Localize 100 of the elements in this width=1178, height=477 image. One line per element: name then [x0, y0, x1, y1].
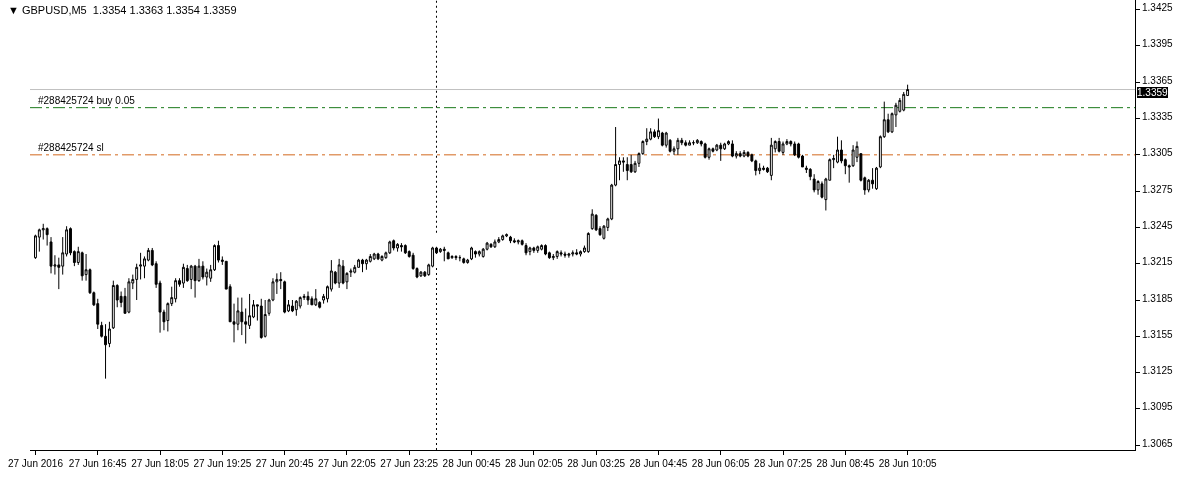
y-tick-label: 1.3155 — [1142, 328, 1174, 340]
candlestick — [540, 243, 544, 251]
candlestick — [567, 252, 571, 259]
candlestick — [314, 288, 318, 307]
candlestick — [501, 234, 505, 242]
candlestick — [127, 277, 131, 314]
x-tick-label: 28 Jun 00:45 — [442, 458, 501, 469]
candlestick — [111, 280, 115, 330]
candlestick — [135, 263, 139, 301]
x-tick-label: 28 Jun 02:05 — [504, 458, 564, 469]
candlestick — [361, 258, 364, 273]
x-tick-label: 28 Jun 06:05 — [691, 458, 751, 469]
candlestick — [590, 208, 594, 231]
candlestick — [579, 249, 583, 257]
candlestick — [688, 139, 692, 146]
candlestick — [458, 254, 462, 262]
x-tick-label: 27 Jun 22:05 — [318, 458, 377, 469]
candlestick — [306, 291, 310, 306]
candlestick — [769, 137, 773, 181]
candlestick — [762, 165, 766, 172]
candlestick — [174, 277, 178, 303]
candlestick — [836, 136, 839, 164]
candlestick — [571, 249, 575, 257]
candlestick — [477, 249, 481, 257]
candlestick — [777, 137, 781, 153]
candlestick — [676, 137, 680, 156]
candlestick — [563, 251, 567, 259]
candlestick — [758, 162, 762, 175]
candlestick — [719, 142, 723, 162]
x-tick-label: 28 Jun 03:25 — [567, 458, 626, 469]
candlestick — [649, 127, 653, 141]
candlestick — [181, 263, 185, 289]
x-tick-label: 27 Jun 16:45 — [68, 458, 128, 469]
candlestick — [489, 243, 493, 249]
x-tick-label: 28 Jun 10:05 — [878, 458, 937, 469]
candlestick — [875, 166, 878, 191]
y-tick-label: 1.3245 — [1142, 219, 1174, 231]
candlestick — [742, 149, 746, 158]
candlestick — [781, 141, 785, 156]
candlestick — [470, 246, 473, 261]
y-tick-label: 1.3335 — [1142, 111, 1174, 123]
candlestick — [380, 254, 384, 262]
candlestick — [524, 242, 528, 256]
candlestick — [446, 251, 450, 260]
candlestick — [259, 298, 263, 340]
candlestick — [283, 280, 287, 314]
y-tick-label: 1.3125 — [1142, 365, 1174, 377]
x-tick-label: 27 Jun 23:25 — [380, 458, 439, 469]
y-tick-label: 1.3215 — [1142, 256, 1174, 268]
y-tick-label: 1.3425 — [1142, 2, 1174, 14]
candlestick — [695, 138, 699, 144]
y-tick-label: 1.3185 — [1142, 292, 1174, 304]
ref-line-label: #288425724 buy 0.05 — [38, 95, 136, 106]
candlestick — [442, 246, 446, 262]
candlestick — [555, 249, 559, 260]
candlestick — [80, 251, 84, 282]
candlestick — [516, 239, 520, 245]
candlestick — [594, 213, 598, 232]
candlestick — [625, 156, 629, 181]
ref-line-label: 1.3359 — [1137, 87, 1169, 98]
chart-title: ▼ GBPUSD,M5 1.3354 1.3363 1.3354 1.3359 — [8, 3, 237, 16]
candlestick — [337, 258, 341, 289]
candlestick — [399, 242, 403, 253]
candlestick — [392, 239, 396, 251]
candlestick — [738, 150, 742, 158]
y-tick-label: 1.3305 — [1142, 147, 1174, 159]
candlestick — [746, 150, 750, 158]
candlestick — [454, 254, 458, 261]
x-tick-label: 27 Jun 18:05 — [131, 458, 190, 469]
candlestick — [551, 253, 555, 261]
x-tick-label: 27 Jun 2016 — [7, 458, 64, 469]
y-tick-label: 1.3065 — [1142, 437, 1174, 449]
y-tick-label: 1.3095 — [1142, 401, 1174, 413]
candlestick — [871, 167, 875, 190]
candlestick — [536, 245, 540, 254]
x-tick-label: 28 Jun 07:25 — [754, 458, 813, 469]
candlestick — [462, 257, 466, 265]
candlestick — [279, 271, 283, 290]
candlestick — [139, 252, 143, 280]
x-tick-label: 27 Jun 20:45 — [255, 458, 314, 469]
candlestick — [450, 254, 454, 260]
y-tick-label: 1.3365 — [1142, 74, 1174, 86]
candlestick — [509, 235, 512, 244]
candlestick — [376, 252, 380, 261]
candlestick — [341, 259, 345, 285]
candlestick — [473, 251, 477, 259]
candlestick — [707, 147, 711, 161]
ref-line-label: #288425724 sl — [38, 142, 104, 153]
candlestick — [544, 243, 547, 256]
candlestick — [512, 237, 516, 244]
candlestick — [104, 323, 107, 380]
candlestick — [703, 142, 707, 159]
y-tick-label: 1.3275 — [1142, 183, 1174, 195]
candlestick — [575, 248, 579, 256]
candlestick — [388, 240, 392, 255]
candlestick — [532, 247, 536, 254]
candlestick — [586, 231, 590, 254]
candlestick — [812, 173, 816, 193]
candlestick — [263, 299, 267, 338]
candlestick — [493, 239, 497, 249]
